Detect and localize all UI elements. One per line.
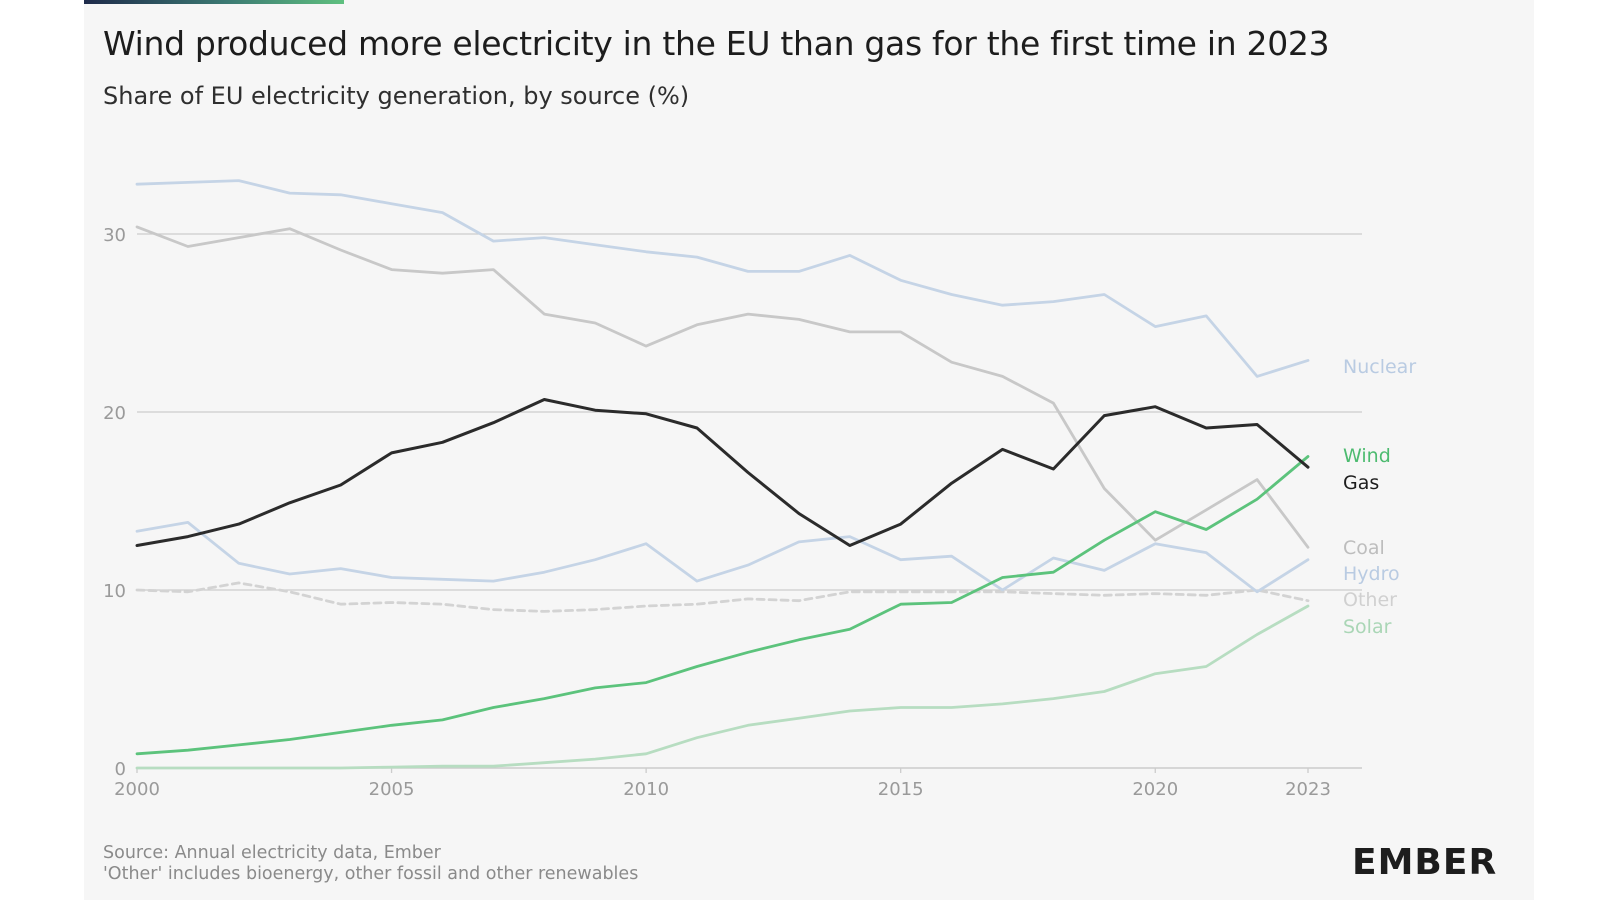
series-layer	[135, 179, 1310, 770]
x-tick-label: 2000	[114, 779, 160, 800]
series-label-nuclear: Nuclear	[1343, 356, 1416, 378]
x-tick-label: 2020	[1132, 779, 1178, 800]
footer: Source: Annual electricity data, Ember '…	[103, 843, 638, 885]
chart-subtitle: Share of EU electricity generation, by s…	[103, 82, 690, 110]
series-line-solar	[135, 604, 1310, 770]
series-label-wind: Wind	[1343, 445, 1391, 467]
grid-layer: 0 10 20 30 2000 2005 2010 2015 2020 2023	[103, 225, 1362, 800]
series-label-hydro: Hydro	[1343, 563, 1400, 585]
chart-card	[84, 0, 1534, 900]
x-tick-label: 2005	[369, 779, 415, 800]
series-line-coal	[135, 225, 1310, 549]
y-tick-label: 10	[103, 581, 126, 602]
y-tick-label: 30	[103, 225, 126, 246]
label-layer: Nuclear Coal Gas Wind Hydro Other Solar	[1343, 356, 1416, 638]
source-note: Source: Annual electricity data, Ember	[103, 843, 441, 863]
y-tick-label: 20	[103, 403, 126, 424]
brand-accent-bar	[84, 0, 344, 4]
x-tick-label: 2010	[623, 779, 669, 800]
series-label-solar: Solar	[1343, 616, 1392, 638]
x-tick-label: 2015	[878, 779, 924, 800]
series-line-nuclear	[135, 179, 1310, 378]
y-tick-label: 0	[115, 759, 126, 780]
chart-title: Wind produced more electricity in the EU…	[103, 24, 1330, 63]
series-label-coal: Coal	[1343, 537, 1385, 559]
series-line-gas	[135, 398, 1310, 547]
x-tick-label: 2023	[1285, 779, 1331, 800]
series-label-other: Other	[1343, 589, 1397, 611]
other-definition-note: 'Other' includes bioenergy, other fossil…	[103, 864, 639, 884]
series-label-gas: Gas	[1343, 472, 1379, 494]
series-line-hydro	[135, 521, 1310, 594]
series-line-other	[135, 581, 1310, 613]
series-line-wind	[135, 455, 1310, 756]
ember-logo: EMBER	[1352, 842, 1498, 883]
